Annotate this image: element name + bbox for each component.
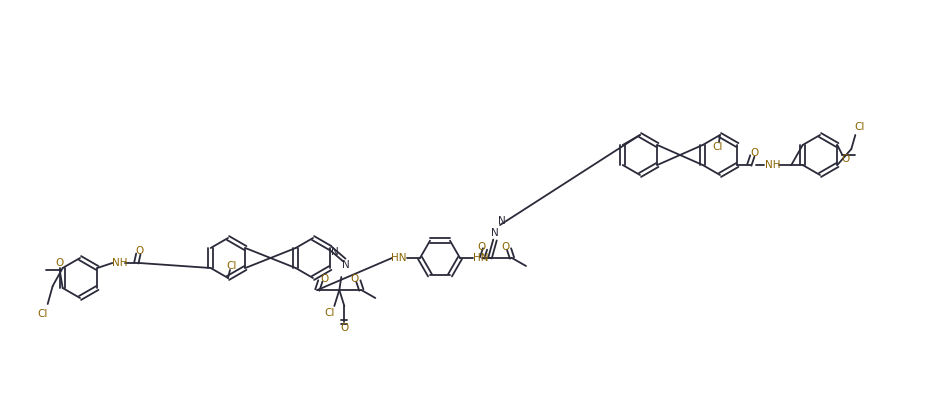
Text: O: O <box>320 274 328 284</box>
Text: Cl: Cl <box>227 261 237 271</box>
Text: O: O <box>340 323 349 333</box>
Text: Cl: Cl <box>713 142 723 152</box>
Text: O: O <box>841 154 849 164</box>
Text: Cl: Cl <box>38 309 48 319</box>
Text: N: N <box>342 260 351 270</box>
Text: N: N <box>331 247 339 257</box>
Text: HN: HN <box>474 253 488 263</box>
Text: O: O <box>56 258 64 268</box>
Text: N: N <box>499 216 506 226</box>
Text: N: N <box>491 228 499 238</box>
Text: NH: NH <box>765 160 780 170</box>
Text: Cl: Cl <box>324 308 335 318</box>
Text: O: O <box>351 274 359 284</box>
Text: NH: NH <box>112 258 127 268</box>
Text: O: O <box>750 148 758 158</box>
Text: HN: HN <box>391 253 407 263</box>
Text: O: O <box>135 246 143 256</box>
Text: Cl: Cl <box>854 122 865 132</box>
Text: O: O <box>478 242 487 252</box>
Text: O: O <box>500 242 509 252</box>
